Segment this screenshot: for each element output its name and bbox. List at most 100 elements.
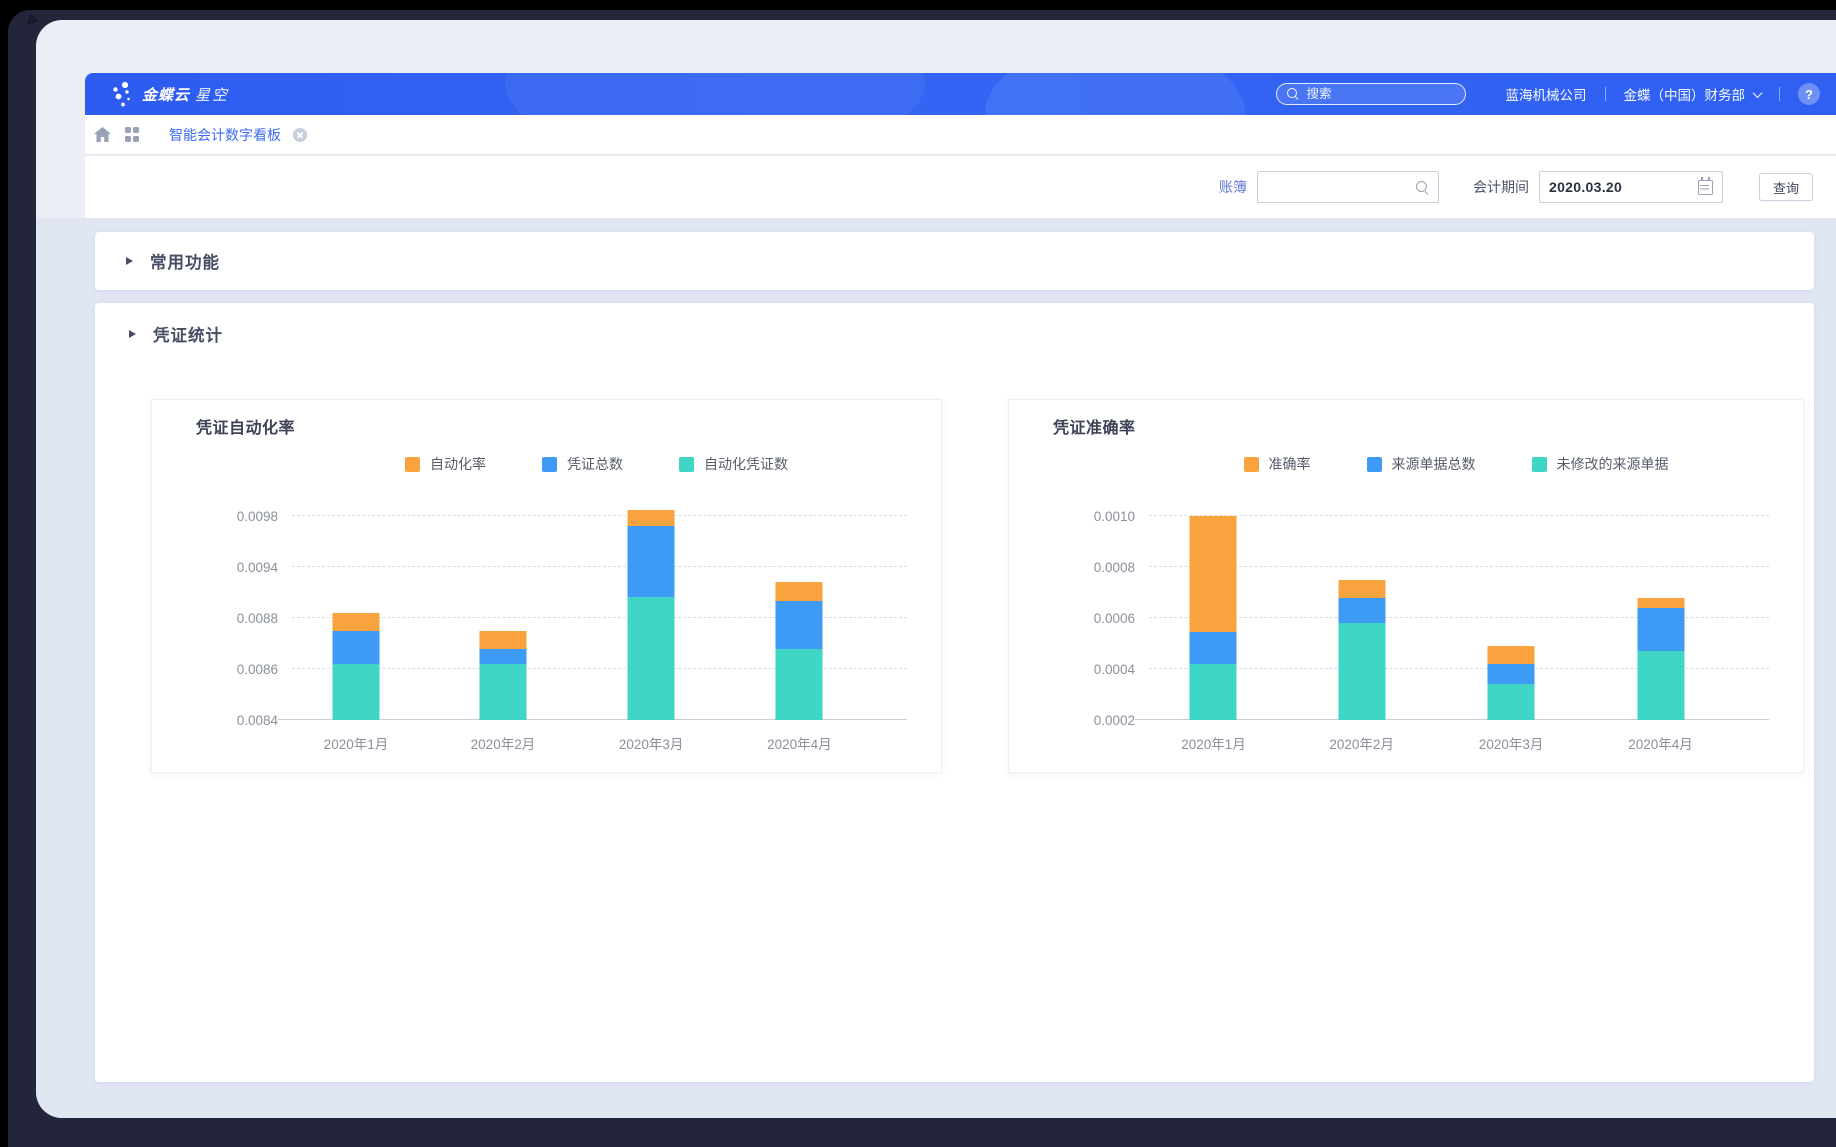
chart-plot: 0.00840.00860.00880.00940.00982020年1月202… xyxy=(292,516,907,720)
legend-swatch xyxy=(542,457,557,472)
company-name[interactable]: 蓝海机械公司 xyxy=(1506,84,1587,104)
y-tick-label: 0.0010 xyxy=(1094,509,1135,524)
search-input[interactable] xyxy=(1305,86,1470,102)
book-input[interactable] xyxy=(1258,179,1438,195)
bar-segment xyxy=(479,649,526,664)
screenshot-stage: 金蝶云 星空 蓝海机械公司 金蝶（中国）财务部 ? xyxy=(0,0,1836,1147)
legend-item[interactable]: 凭证总数 xyxy=(542,454,623,474)
logo-dots-icon xyxy=(111,79,135,109)
period-field[interactable] xyxy=(1539,171,1723,203)
top-header: 金蝶云 星空 蓝海机械公司 金蝶（中国）财务部 ? xyxy=(85,73,1836,115)
section-voucher-stats-header[interactable]: 凭证统计 xyxy=(95,303,1814,365)
legend-label: 准确率 xyxy=(1269,454,1311,474)
chevron-down-icon xyxy=(1753,88,1763,98)
gridline xyxy=(292,515,907,516)
help-button[interactable]: ? xyxy=(1798,83,1820,105)
global-search[interactable] xyxy=(1276,83,1466,105)
chart-title: 凭证准确率 xyxy=(1053,414,1136,438)
filter-bar: 账簿 会计期间 查询 xyxy=(85,156,1836,218)
chart-voucher-automation-rate: 凭证自动化率 自动化率 凭证总数 自动化凭证数 0.00840.00860.0088… xyxy=(151,399,942,773)
bar-segment xyxy=(776,601,823,649)
section-common-functions[interactable]: 常用功能 xyxy=(95,232,1814,290)
bar-segment xyxy=(1190,516,1237,632)
section-title: 常用功能 xyxy=(150,249,220,273)
y-tick-label: 0.0098 xyxy=(237,509,278,524)
tab-close-button[interactable] xyxy=(293,128,307,142)
y-tick-label: 0.0004 xyxy=(1094,662,1135,677)
y-tick-label: 0.0006 xyxy=(1094,611,1135,626)
bar-segment xyxy=(1637,598,1684,608)
legend-swatch xyxy=(1532,457,1547,472)
bar-segment xyxy=(332,613,379,631)
header-divider xyxy=(1779,87,1780,101)
tab-bar: 智能会计数字看板 xyxy=(85,115,1836,155)
bar-segment xyxy=(776,649,823,720)
home-button[interactable] xyxy=(87,115,117,155)
bar-segment xyxy=(1637,651,1684,720)
period-input[interactable] xyxy=(1540,179,1722,195)
bar-segment xyxy=(332,664,379,720)
bar-segment xyxy=(1488,646,1535,664)
header-divider xyxy=(1605,87,1606,101)
book-lookup-search-icon[interactable] xyxy=(1416,181,1429,194)
period-label: 会计期间 xyxy=(1473,177,1529,197)
bar-segment xyxy=(332,631,379,664)
x-tick-label: 2020年1月 xyxy=(324,733,389,753)
section-voucher-stats: 凭证统计 凭证自动化率 自动化率 凭证总数 自动化凭证数 0.00840.00860… xyxy=(95,303,1814,1082)
bar-segment xyxy=(1338,598,1385,624)
chart-voucher-accuracy-rate: 凭证准确率 准确率 来源单据总数 未修改的来源单据 0.0002 0.0004 0.00… xyxy=(1008,399,1804,773)
brand-suffix: 星空 xyxy=(195,84,229,105)
legend-item[interactable]: 自动化率 xyxy=(405,454,486,474)
legend-item[interactable]: 自动化凭证数 xyxy=(679,454,788,474)
user-department-menu[interactable]: 金蝶（中国）财务部 xyxy=(1624,84,1762,104)
chart-legend: 准确率 来源单据总数 未修改的来源单据 xyxy=(1129,454,1783,474)
tab-dashboard[interactable]: 智能会计数字看板 xyxy=(169,115,307,155)
caret-right-icon xyxy=(126,257,133,265)
search-icon xyxy=(1287,88,1299,100)
legend-item[interactable]: 准确率 xyxy=(1244,454,1311,474)
bar-segment xyxy=(1190,632,1237,664)
bar-segment xyxy=(628,597,675,720)
y-tick-label: 0.0084 xyxy=(237,713,278,728)
content-area: 常用功能 凭证统计 凭证自动化率 自动化率凭证总数自动化凭证数 0.00840.… xyxy=(36,218,1836,1118)
app-window: 金蝶云 星空 蓝海机械公司 金蝶（中国）财务部 ? xyxy=(36,20,1836,1118)
department-label: 金蝶（中国）财务部 xyxy=(1624,84,1746,104)
legend-label: 未修改的来源单据 xyxy=(1557,454,1669,474)
calendar-icon[interactable] xyxy=(1698,180,1713,195)
legend-item[interactable]: 来源单据总数 xyxy=(1367,454,1476,474)
app-logo: 金蝶云 星空 xyxy=(111,79,229,109)
legend-swatch xyxy=(1244,457,1259,472)
apps-grid-button[interactable] xyxy=(117,115,147,155)
legend-swatch xyxy=(405,457,420,472)
y-tick-label: 0.0008 xyxy=(1094,560,1135,575)
gridline xyxy=(292,566,907,567)
grid-icon xyxy=(125,127,140,142)
legend-swatch xyxy=(679,457,694,472)
bar-segment xyxy=(1637,608,1684,651)
x-tick-label: 2020年4月 xyxy=(1628,733,1693,753)
legend-item[interactable]: 未修改的来源单据 xyxy=(1532,454,1669,474)
bar-segment xyxy=(628,526,675,597)
book-label: 账簿 xyxy=(1219,177,1247,197)
gridline xyxy=(1149,566,1769,567)
brand-name: 金蝶云 xyxy=(142,84,190,105)
legend-label: 来源单据总数 xyxy=(1392,454,1476,474)
book-field[interactable] xyxy=(1257,171,1439,203)
gridline xyxy=(1149,515,1769,516)
x-tick-label: 2020年2月 xyxy=(471,733,536,753)
bar-segment xyxy=(1190,664,1237,720)
query-button[interactable]: 查询 xyxy=(1759,173,1813,201)
section-title: 凭证统计 xyxy=(153,322,223,346)
legend-label: 自动化率 xyxy=(430,454,486,474)
bar-segment xyxy=(479,631,526,649)
x-tick-label: 2020年1月 xyxy=(1181,733,1246,753)
chart-title: 凭证自动化率 xyxy=(196,414,295,438)
y-tick-label: 0.0002 xyxy=(1094,713,1135,728)
header-decoration xyxy=(985,73,1245,115)
x-tick-label: 2020年3月 xyxy=(1479,733,1544,753)
bar-segment xyxy=(1488,684,1535,720)
header-decoration xyxy=(505,73,925,115)
bar-segment xyxy=(776,582,823,601)
caret-right-icon xyxy=(129,330,136,338)
legend-swatch xyxy=(1367,457,1382,472)
